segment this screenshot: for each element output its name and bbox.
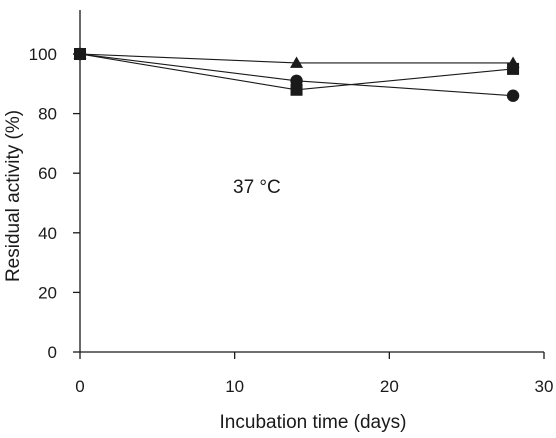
series-triangle [73, 47, 520, 68]
y-tick-label: 100 [29, 45, 57, 64]
y-tick-label: 60 [38, 164, 57, 183]
y-axis-label: Residual activity (%) [3, 110, 24, 282]
axes [79, 10, 544, 353]
data-point-circle [506, 89, 520, 102]
x-tick-label: 10 [225, 377, 244, 396]
temperature-annotation: 37 °C [233, 177, 281, 198]
y-tick-label: 0 [48, 343, 57, 362]
y-tick-label: 20 [38, 283, 57, 302]
x-tick-label: 30 [535, 377, 554, 396]
x-ticks: 0 10 20 30 [75, 352, 553, 396]
y-ticks: 0 20 40 60 80 100 [29, 45, 80, 362]
x-tick-label: 0 [75, 377, 84, 396]
data-point-square [74, 48, 86, 60]
y-tick-label: 80 [38, 105, 57, 124]
y-tick-label: 40 [38, 224, 57, 243]
series-square [74, 48, 520, 96]
series-layer [73, 47, 520, 102]
x-axis-label: Incubation time (days) [220, 412, 407, 433]
data-point-triangle [290, 56, 304, 68]
data-point-square [507, 62, 520, 75]
data-point-square [290, 83, 303, 96]
x-tick-label: 20 [380, 377, 399, 396]
